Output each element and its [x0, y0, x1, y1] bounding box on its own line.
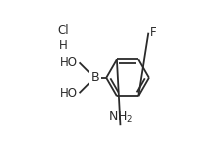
Text: Cl: Cl [57, 24, 69, 37]
Text: H: H [59, 39, 67, 52]
Text: HO: HO [60, 56, 78, 69]
Text: B: B [91, 71, 99, 84]
Text: F: F [150, 26, 156, 39]
Text: $\mathregular{NH_2}$: $\mathregular{NH_2}$ [108, 110, 133, 125]
Text: HO: HO [60, 87, 78, 100]
